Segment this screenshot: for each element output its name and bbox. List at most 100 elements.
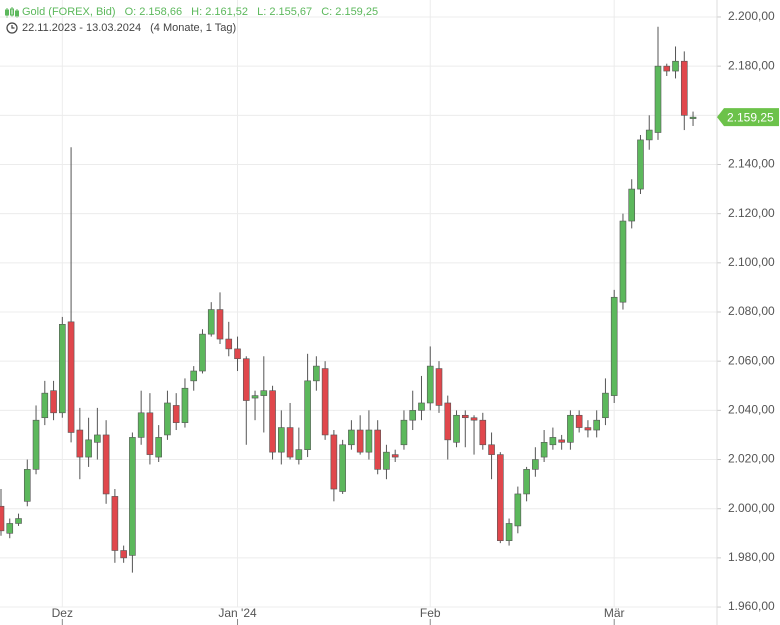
last-price-label: 2.159,25 — [727, 110, 774, 124]
candle — [120, 545, 127, 563]
candle — [505, 518, 513, 546]
candle-body — [286, 427, 294, 458]
candle — [628, 179, 636, 229]
candle-body — [567, 414, 574, 443]
low: L: 2.155,67 — [257, 6, 313, 18]
candle — [479, 412, 487, 450]
candle-body — [549, 437, 557, 446]
candle-body — [0, 505, 5, 532]
candle — [59, 316, 66, 418]
candle-body — [102, 434, 110, 495]
candle — [15, 513, 22, 526]
candle-body — [453, 414, 460, 443]
y-tick-label: 2.080,00 — [728, 304, 775, 318]
date-range: 22.11.2023 - 13.03.2024 — [22, 22, 142, 34]
candle-body — [409, 410, 417, 421]
candle — [558, 434, 565, 450]
candle-body — [374, 429, 381, 470]
candle — [137, 390, 145, 445]
high: H: 2.161,52 — [191, 6, 249, 18]
candle — [645, 115, 653, 150]
candle-body — [216, 309, 224, 340]
candle — [129, 432, 136, 573]
duration: (4 Monate, 1 Tag) — [150, 22, 237, 34]
candle-body — [391, 454, 399, 458]
candle — [269, 385, 276, 460]
candle-body — [339, 444, 346, 492]
candle — [242, 356, 250, 445]
candle-body — [602, 392, 609, 419]
candle-body — [558, 439, 565, 443]
last-price-tag — [717, 108, 779, 127]
candle-body — [23, 469, 31, 502]
candle-body — [295, 449, 303, 460]
candle-body — [225, 338, 233, 350]
x-tick-label: Mär — [604, 606, 625, 620]
candle-body — [129, 437, 136, 556]
candle-body — [234, 348, 241, 360]
candle-body — [330, 434, 338, 490]
candle — [672, 46, 679, 79]
candle — [85, 417, 92, 467]
candle-body — [619, 220, 627, 303]
candle-body — [461, 414, 469, 419]
candle — [0, 489, 5, 536]
candle-body — [637, 139, 644, 190]
candle-body — [348, 429, 355, 446]
candle-body — [59, 324, 66, 414]
candle — [444, 395, 452, 460]
candle-body — [85, 439, 92, 458]
candle — [181, 378, 189, 428]
candle — [549, 427, 557, 450]
candle — [540, 430, 548, 462]
candle — [199, 329, 206, 374]
candle-body — [418, 402, 425, 411]
candle — [461, 410, 469, 448]
candle — [356, 415, 364, 455]
candle — [321, 361, 329, 440]
candle — [50, 380, 57, 421]
candle — [689, 111, 697, 126]
candle-body — [680, 60, 688, 116]
candle-body — [304, 380, 311, 450]
candle-body — [181, 387, 189, 423]
candle-body — [164, 402, 171, 436]
candle-body — [488, 444, 495, 455]
candle-body — [242, 358, 250, 401]
candle — [637, 134, 644, 194]
y-tick-label: 2.040,00 — [728, 403, 775, 417]
candle-body — [146, 412, 154, 455]
candle — [435, 361, 443, 413]
candle-body — [532, 459, 539, 470]
candle — [663, 63, 671, 76]
candle — [374, 420, 381, 475]
candle-body — [260, 390, 268, 396]
header-range: 22.11.2023 - 13.03.2024 (4 Monate, 1 Tag… — [22, 22, 242, 34]
candle — [584, 420, 592, 438]
candle-body — [435, 368, 443, 406]
y-tick-label: 2.020,00 — [728, 452, 775, 466]
y-tick-label: 1.980,00 — [728, 550, 775, 564]
candle-body — [444, 402, 452, 441]
y-tick-label: 1.960,00 — [728, 599, 775, 613]
candle-body — [111, 496, 119, 551]
candle-body — [628, 188, 636, 222]
candle-body — [32, 419, 40, 470]
candle — [216, 292, 224, 344]
candle-body — [400, 419, 408, 446]
y-tick-label: 2.180,00 — [728, 58, 775, 72]
candle — [567, 410, 574, 450]
candle — [532, 447, 539, 477]
x-tick-label: Jan '24 — [218, 606, 257, 620]
candle — [172, 393, 180, 431]
header-icons — [5, 7, 19, 34]
candle — [391, 449, 399, 462]
candle — [207, 302, 215, 337]
candle — [76, 407, 84, 480]
candle — [23, 459, 31, 507]
candle — [339, 439, 346, 494]
y-tick-label: 2.120,00 — [728, 206, 775, 220]
candle-body — [41, 392, 49, 419]
